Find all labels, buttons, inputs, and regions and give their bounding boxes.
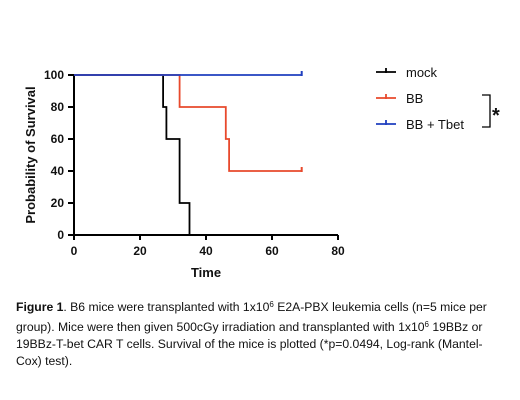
significance-asterisk: * — [492, 105, 500, 127]
caption-superscript-b: 6 — [424, 320, 429, 329]
x-axis-title: Time — [191, 265, 221, 280]
caption-label: Figure 1 — [16, 300, 64, 314]
figure-caption: Figure 1. B6 mice were transplanted with… — [16, 296, 508, 370]
y-tick-label: 100 — [44, 68, 64, 82]
legend-label-2: BB + Tbet — [406, 117, 464, 132]
caption-text-c: 19BBz or 19BBz-T-bet CAR T cells. Surviv… — [16, 320, 483, 368]
y-tick-label: 80 — [51, 100, 65, 114]
caption-superscript-a: 6 — [269, 300, 274, 309]
x-tick-label: 0 — [71, 244, 78, 258]
y-tick-label: 20 — [51, 196, 65, 210]
y-tick-label: 0 — [57, 228, 64, 242]
y-tick-label: 60 — [51, 132, 65, 146]
x-tick-label: 80 — [331, 244, 345, 258]
legend-label-1: BB — [406, 91, 423, 106]
significance-bracket — [482, 94, 491, 128]
y-tick-label: 40 — [51, 164, 65, 178]
x-tick-label: 40 — [199, 244, 213, 258]
legend-label-0: mock — [406, 65, 438, 80]
x-tick-label: 60 — [265, 244, 279, 258]
series-line-0 — [74, 74, 191, 235]
y-axis-title: Probability of Survival — [23, 86, 38, 223]
x-tick-label: 20 — [133, 244, 147, 258]
caption-text-b: E2A-PBX leukemia cells (n=5 mice per gro… — [16, 300, 487, 334]
survival-chart: 0 20 40 60 80 0 20 40 60 80 100 Time Probability of … — [23, 65, 500, 280]
series-line-1 — [74, 74, 302, 172]
caption-text-a: . B6 mice were transplanted with 1x10 — [63, 300, 270, 314]
